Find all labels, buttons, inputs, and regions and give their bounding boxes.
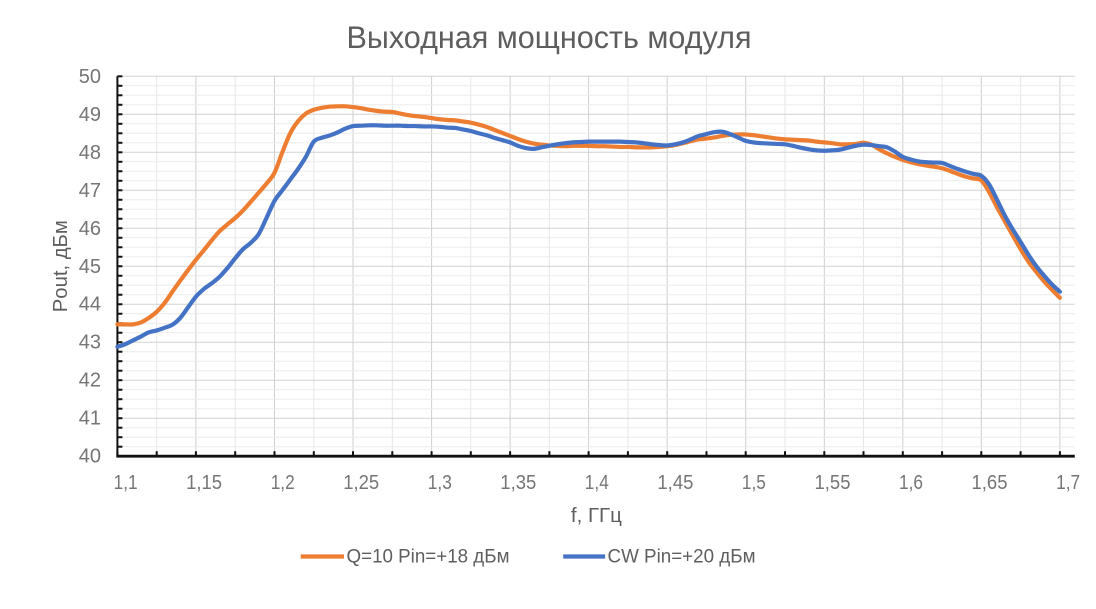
svg-text:1,35: 1,35	[500, 472, 536, 494]
svg-text:CW Pin=+20 дБм: CW Pin=+20 дБм	[608, 547, 756, 568]
svg-text:1,4: 1,4	[585, 472, 609, 494]
svg-text:1,45: 1,45	[657, 472, 693, 494]
svg-text:43: 43	[79, 332, 101, 354]
svg-text:42: 42	[79, 370, 101, 392]
svg-text:1,3: 1,3	[428, 472, 452, 494]
svg-text:f, ГГц: f, ГГц	[571, 505, 622, 527]
svg-text:Pout, дБм: Pout, дБм	[50, 220, 72, 312]
svg-text:44: 44	[79, 294, 101, 316]
svg-text:1,65: 1,65	[972, 472, 1008, 494]
svg-text:1,2: 1,2	[271, 472, 295, 494]
svg-text:46: 46	[79, 218, 101, 240]
svg-text:1,7: 1,7	[1056, 472, 1080, 494]
svg-text:1,15: 1,15	[186, 472, 222, 494]
svg-text:49: 49	[79, 104, 101, 126]
svg-text:48: 48	[79, 142, 101, 164]
svg-text:50: 50	[79, 66, 101, 88]
svg-text:1,1: 1,1	[114, 472, 138, 494]
svg-text:Выходная мощность модуля: Выходная мощность модуля	[347, 19, 752, 55]
svg-text:41: 41	[79, 408, 101, 430]
svg-text:47: 47	[79, 180, 101, 202]
svg-text:45: 45	[79, 256, 101, 278]
svg-text:1,25: 1,25	[343, 472, 379, 494]
svg-text:Q=10 Pin=+18 дБм: Q=10 Pin=+18 дБм	[347, 547, 510, 568]
svg-text:40: 40	[79, 446, 101, 468]
svg-text:1,5: 1,5	[742, 472, 766, 494]
svg-text:1,55: 1,55	[815, 472, 851, 494]
svg-text:1,6: 1,6	[899, 472, 923, 494]
